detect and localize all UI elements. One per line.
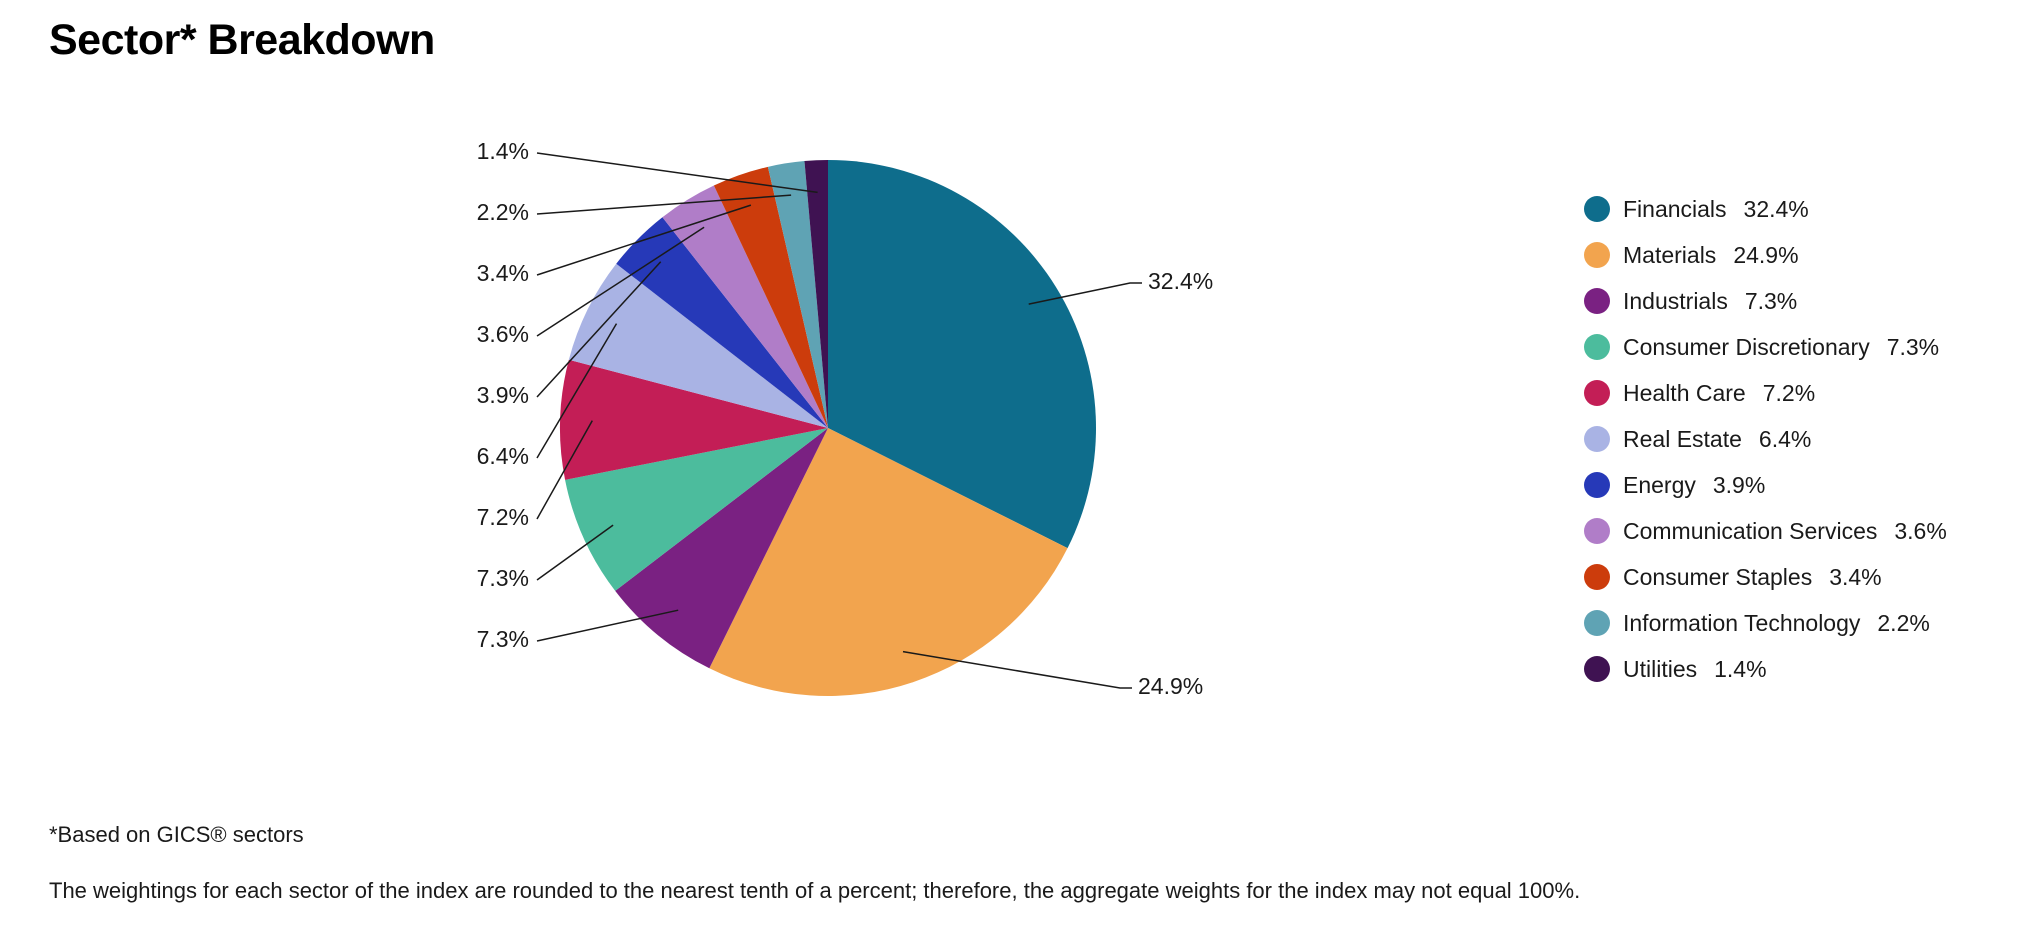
pie-slice-real-estate <box>568 263 828 428</box>
legend-label: Utilities <box>1623 655 1698 682</box>
legend-value: 7.3% <box>1886 333 1940 360</box>
legend-item-energy: Energy 3.9% <box>1584 462 1947 508</box>
legend-label: Communication Services <box>1623 517 1878 544</box>
leader-line-communication-services <box>536 226 705 337</box>
pie-slice-energy <box>616 217 828 428</box>
pie-slice-consumer-staples <box>713 166 828 428</box>
legend: Financials 32.4% Materials 24.9% Industrials… <box>1584 186 1947 692</box>
callout-label-materials: 24.9% <box>1138 673 1203 699</box>
legend-value: 3.9% <box>1712 471 1766 498</box>
legend-swatch-consumer-discretionary <box>1584 334 1610 360</box>
legend-label: Real Estate <box>1623 425 1742 452</box>
legend-label: Information Technology <box>1623 609 1861 636</box>
legend-swatch-consumer-staples <box>1584 564 1610 590</box>
legend-value: 24.9% <box>1733 241 1799 268</box>
legend-item-information-technology: Information Technology 2.2% <box>1584 600 1947 646</box>
footnote-rounding: The weightings for each sector of the in… <box>49 878 1581 903</box>
legend-label: Consumer Discretionary <box>1623 333 1870 360</box>
leader-line-materials <box>902 650 1132 689</box>
callout-label-utilities: 1.4% <box>477 138 529 164</box>
legend-swatch-utilities <box>1584 656 1610 682</box>
page-title: Sector* Breakdown <box>49 16 435 64</box>
pie-slice-financials <box>828 160 1097 549</box>
legend-value: 6.4% <box>1758 425 1812 452</box>
legend-value: 3.6% <box>1894 517 1947 544</box>
legend-item-real-estate: Real Estate 6.4% <box>1584 416 1947 462</box>
legend-swatch-communication-services <box>1584 518 1610 544</box>
legend-item-industrials: Industrials 7.3% <box>1584 278 1947 324</box>
leader-line-consumer-staples <box>536 204 752 276</box>
pie-slice-consumer-discretionary <box>565 428 828 591</box>
legend-label: Industrials <box>1623 287 1728 314</box>
leader-line-industrials <box>536 609 679 642</box>
callout-label-consumer-staples: 3.4% <box>477 260 529 286</box>
legend-value: 2.2% <box>1877 609 1930 636</box>
pie-slice-utilities <box>804 160 828 428</box>
leader-line-health-care <box>536 420 593 520</box>
callout-label-consumer-discretionary: 7.3% <box>477 565 529 591</box>
legend-value: 3.4% <box>1829 563 1882 590</box>
legend-item-consumer-discretionary: Consumer Discretionary 7.3% <box>1584 324 1947 370</box>
legend-swatch-information-technology <box>1584 610 1610 636</box>
callout-label-real-estate: 6.4% <box>477 443 529 469</box>
pie-slice-materials <box>709 428 1068 697</box>
pie-slice-communication-services <box>662 185 828 428</box>
legend-item-communication-services: Communication Services 3.6% <box>1584 508 1947 554</box>
pie-slice-industrials <box>615 428 828 669</box>
leader-line-consumer-discretionary <box>536 524 614 581</box>
callout-label-energy: 3.9% <box>477 382 529 408</box>
pie-slice-health-care <box>559 359 828 480</box>
legend-swatch-financials <box>1584 196 1610 222</box>
callout-label-industrials: 7.3% <box>477 626 529 652</box>
legend-value: 32.4% <box>1743 195 1809 222</box>
legend-swatch-energy <box>1584 472 1610 498</box>
legend-label: Energy <box>1623 471 1696 498</box>
leader-line-utilities <box>536 152 818 194</box>
legend-label: Health Care <box>1623 379 1746 406</box>
leader-line-financials <box>1028 282 1142 305</box>
callout-label-information-technology: 2.2% <box>477 199 529 225</box>
legend-item-financials: Financials 32.4% <box>1584 186 1947 232</box>
callout-label-communication-services: 3.6% <box>477 321 529 347</box>
legend-item-utilities: Utilities 1.4% <box>1584 646 1947 692</box>
pie-slice-information-technology <box>767 161 828 429</box>
callout-label-health-care: 7.2% <box>477 504 529 530</box>
legend-value: 7.2% <box>1762 379 1816 406</box>
legend-swatch-health-care <box>1584 380 1610 406</box>
legend-swatch-industrials <box>1584 288 1610 314</box>
leader-line-information-technology <box>536 194 792 215</box>
leader-line-energy <box>536 261 662 398</box>
legend-label: Financials <box>1623 195 1727 222</box>
legend-item-consumer-staples: Consumer Staples 3.4% <box>1584 554 1947 600</box>
legend-swatch-materials <box>1584 242 1610 268</box>
callout-label-financials: 32.4% <box>1148 268 1213 294</box>
legend-label: Consumer Staples <box>1623 563 1813 590</box>
footnote-gics: *Based on GICS® sectors <box>49 822 304 847</box>
legend-swatch-real-estate <box>1584 426 1610 452</box>
legend-label: Materials <box>1623 241 1717 268</box>
legend-item-health-care: Health Care 7.2% <box>1584 370 1947 416</box>
legend-value: 1.4% <box>1714 655 1767 682</box>
leader-line-real-estate <box>536 323 618 459</box>
legend-item-materials: Materials 24.9% <box>1584 232 1947 278</box>
legend-value: 7.3% <box>1744 287 1798 314</box>
